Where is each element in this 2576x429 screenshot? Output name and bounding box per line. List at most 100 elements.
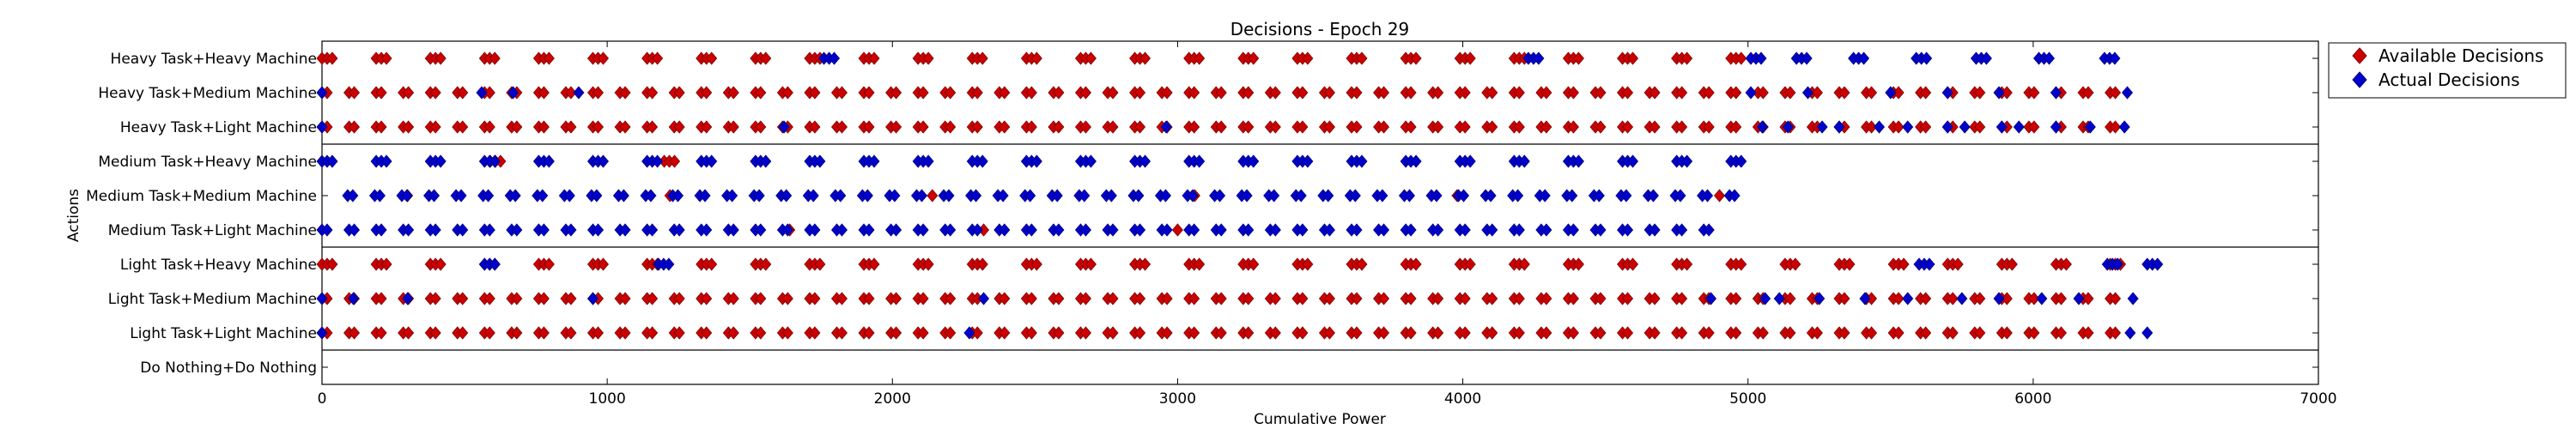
available-decision-point xyxy=(597,257,610,271)
actual-decision-point xyxy=(1268,189,1280,202)
available-decision-point xyxy=(1242,326,1255,340)
available-decision-point xyxy=(971,86,983,100)
available-decision-point xyxy=(2060,257,2072,271)
available-decision-point xyxy=(1540,86,1552,100)
available-decision-point xyxy=(917,120,929,134)
available-decision-point xyxy=(1486,326,1498,340)
available-decision-point xyxy=(890,86,902,100)
actual-decision-point xyxy=(645,189,657,202)
actual-decision-point xyxy=(483,223,495,237)
actual-decision-point xyxy=(1133,189,1145,202)
actual-decision-point xyxy=(489,154,501,168)
available-decision-point xyxy=(457,86,469,100)
actual-decision-point xyxy=(760,154,772,168)
actual-decision-point xyxy=(428,189,440,202)
actual-decision-point xyxy=(591,189,603,202)
actual-decision-point xyxy=(999,223,1011,237)
actual-decision-point xyxy=(375,223,387,237)
available-decision-point xyxy=(835,326,848,340)
actual-decision-point xyxy=(1735,154,1747,168)
actual-decision-point xyxy=(701,223,713,237)
actual-decision-point xyxy=(316,326,328,340)
available-decision-point xyxy=(999,326,1011,340)
available-decision-point xyxy=(1323,292,1335,305)
available-decision-point xyxy=(511,120,523,134)
available-decision-point xyxy=(781,326,793,340)
actual-decision-point xyxy=(347,189,359,202)
available-decision-point xyxy=(1107,120,1119,134)
available-decision-point xyxy=(809,326,821,340)
actual-decision-point xyxy=(401,189,413,202)
actual-decision-point xyxy=(1647,189,1659,202)
available-decision-point xyxy=(1622,86,1634,100)
y-tick-label: Heavy Task+Heavy Machine xyxy=(111,51,317,68)
available-decision-point xyxy=(1134,326,1146,340)
available-decision-point xyxy=(1595,326,1607,340)
actual-decision-point xyxy=(538,223,550,237)
available-decision-point xyxy=(1844,257,1856,271)
actual-decision-point xyxy=(699,189,711,202)
available-decision-point xyxy=(647,120,659,134)
available-decision-point xyxy=(483,86,495,100)
available-decision-point xyxy=(1025,292,1037,305)
available-decision-point xyxy=(1838,86,1850,100)
available-decision-point xyxy=(1459,86,1471,100)
available-decision-point xyxy=(1486,292,1498,305)
available-decision-point xyxy=(1518,257,1530,271)
y-tick-label: Medium Task+Light Machine xyxy=(108,222,317,239)
available-decision-point xyxy=(592,86,605,100)
available-decision-point xyxy=(1188,326,1200,340)
available-decision-point xyxy=(890,326,902,340)
actual-decision-point xyxy=(537,189,549,202)
actual-decision-point xyxy=(889,189,901,202)
actual-decision-point xyxy=(1533,51,1545,65)
actual-decision-point xyxy=(1376,189,1388,202)
actual-decision-point xyxy=(1572,154,1584,168)
available-decision-point xyxy=(2055,326,2067,340)
actual-decision-point xyxy=(2142,326,2154,340)
available-decision-point xyxy=(727,120,739,134)
available-decision-point xyxy=(673,120,685,134)
available-decision-point xyxy=(1459,292,1471,305)
available-decision-point xyxy=(380,51,392,65)
available-decision-point xyxy=(1572,51,1584,65)
available-decision-point xyxy=(1730,120,1742,134)
available-decision-point xyxy=(1898,257,1910,271)
available-decision-point xyxy=(673,292,685,305)
available-decision-point xyxy=(1681,257,1693,271)
actual-decision-point xyxy=(1194,154,1206,168)
available-decision-point xyxy=(890,120,902,134)
available-decision-point xyxy=(1134,120,1146,134)
available-decision-point xyxy=(1323,120,1335,134)
available-decision-point xyxy=(1947,326,1959,340)
available-decision-point xyxy=(457,120,469,134)
actual-decision-point xyxy=(1923,257,1935,271)
available-decision-point xyxy=(1297,86,1309,100)
available-decision-point xyxy=(1269,86,1281,100)
available-decision-point xyxy=(1378,326,1390,340)
available-decision-point xyxy=(1866,326,1878,340)
actual-decision-point xyxy=(1539,189,1551,202)
available-decision-point xyxy=(1735,257,1747,271)
available-decision-point xyxy=(326,51,338,65)
available-decision-point xyxy=(1053,326,1065,340)
actual-decision-point xyxy=(1349,189,1361,202)
available-decision-point xyxy=(2001,86,2013,100)
actual-decision-point xyxy=(348,292,360,305)
available-decision-point xyxy=(1595,86,1607,100)
available-decision-point xyxy=(1053,292,1065,305)
available-decision-point xyxy=(375,86,387,100)
actual-decision-point xyxy=(1323,223,1335,237)
actual-decision-point xyxy=(1745,86,1757,100)
available-decision-point xyxy=(1242,292,1255,305)
actual-decision-point xyxy=(1959,120,1971,134)
available-decision-point xyxy=(1513,120,1525,134)
actual-decision-point xyxy=(868,154,880,168)
available-decision-point xyxy=(1676,326,1688,340)
available-decision-point xyxy=(1432,292,1444,305)
actual-decision-point xyxy=(1593,189,1605,202)
legend-label-available: Available Decisions xyxy=(2379,45,2543,66)
actual-decision-point xyxy=(1702,189,1714,202)
actual-decision-point xyxy=(1403,189,1415,202)
available-decision-point xyxy=(1893,292,1905,305)
